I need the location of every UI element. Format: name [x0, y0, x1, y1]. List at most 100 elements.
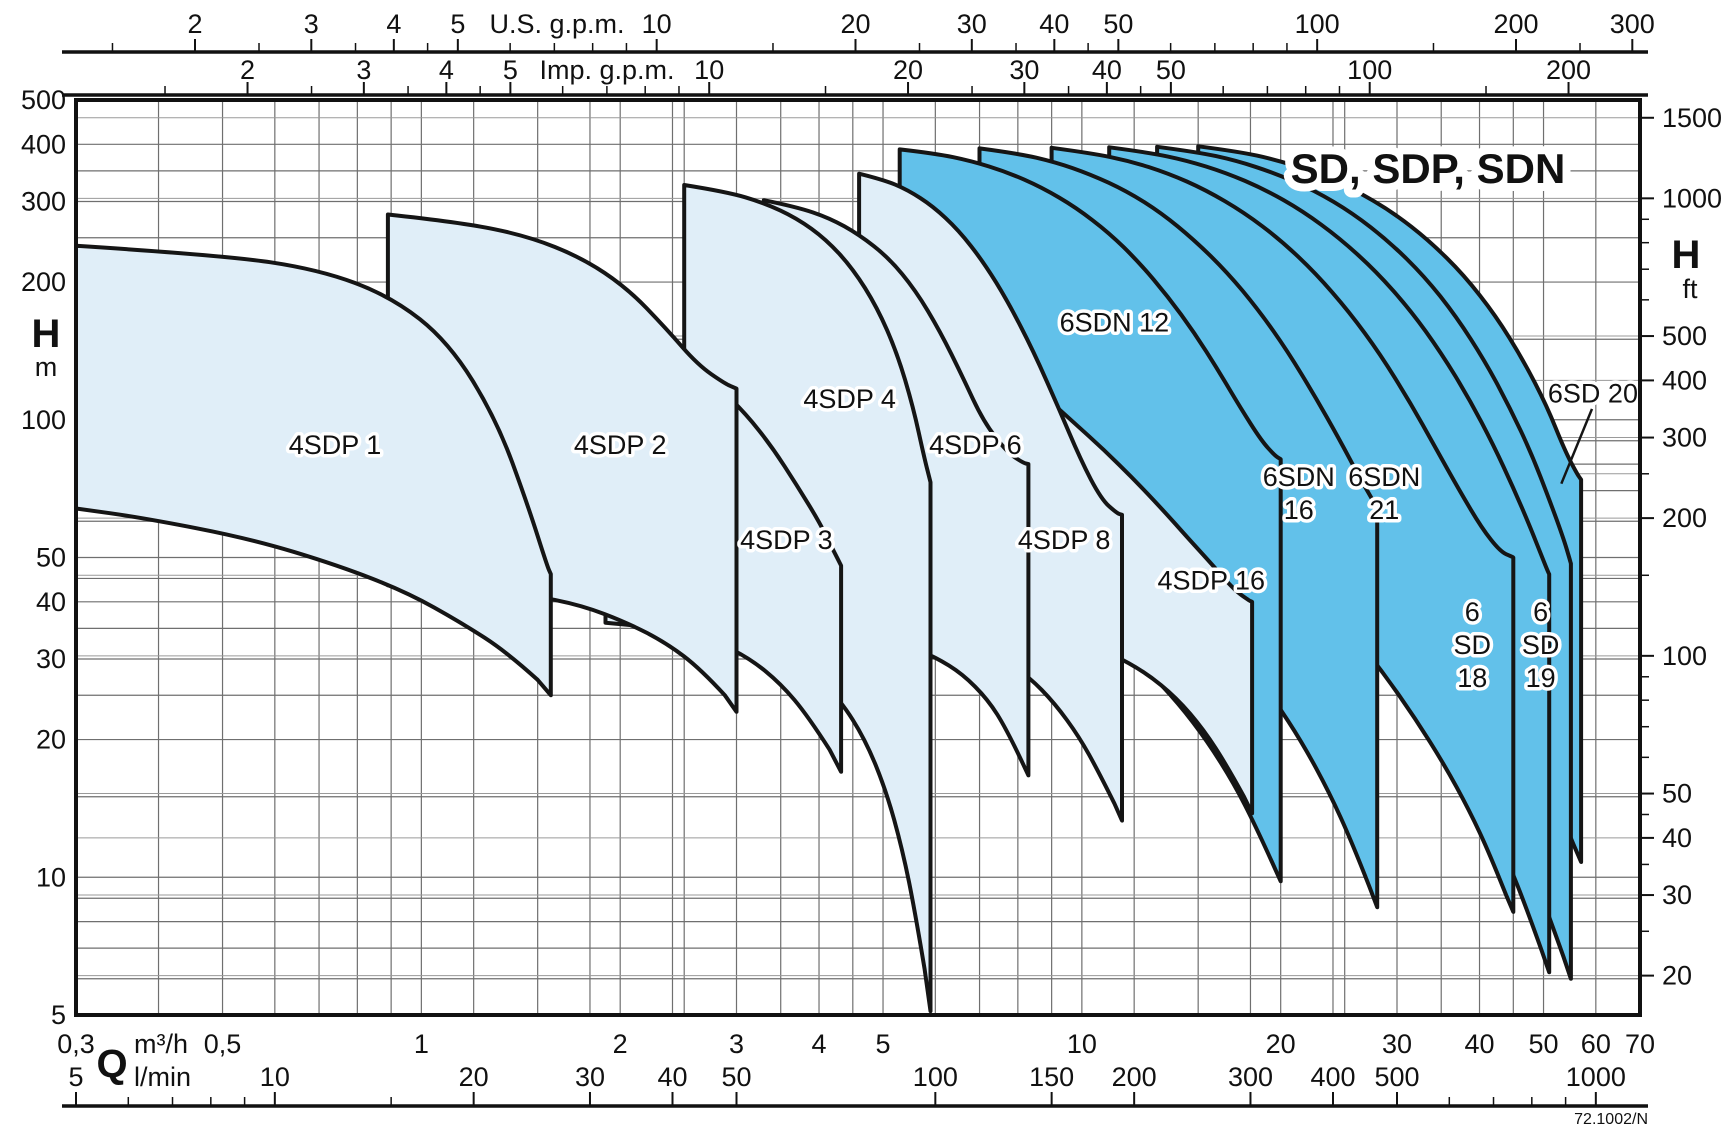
tick-label-q-lmin: 400 — [1310, 1062, 1355, 1092]
region-label-6sd-18: SD — [1454, 630, 1492, 660]
tick-label-q-lmin: 200 — [1112, 1062, 1157, 1092]
tick-label-h-ft: 500 — [1662, 321, 1707, 351]
tick-label-q-lmin: 10 — [260, 1062, 290, 1092]
region-label-6sdn-16: 6SDN — [1263, 462, 1335, 492]
tick-label-h-ft: 400 — [1662, 365, 1707, 395]
tick-label-q-lmin: 150 — [1029, 1062, 1074, 1092]
tick-label-q-lmin: 300 — [1228, 1062, 1273, 1092]
tick-label-q-m3h: 30 — [1382, 1029, 1412, 1059]
tick-label-q-m3h: 5 — [876, 1029, 891, 1059]
tick-label-imp-gpm: 10 — [694, 55, 724, 85]
tick-label-h-m: 20 — [36, 725, 66, 755]
region-label-4sdp-6: 4SDP 6 — [929, 430, 1022, 460]
region-label-4sdp-3: 4SDP 3 — [740, 525, 833, 555]
tick-label-us-gpm: 2 — [187, 9, 202, 39]
tick-label-q-m3h: 0,5 — [204, 1029, 242, 1059]
y-axis-right-unit: ft — [1682, 274, 1698, 304]
tick-label-h-ft: 40 — [1662, 823, 1692, 853]
diagram-code: 72.1002/N — [1574, 1111, 1648, 1128]
region-label-6sd-18: 6 — [1465, 597, 1480, 627]
tick-label-us-gpm: 40 — [1039, 9, 1069, 39]
x-axis-m3h-unit: m³/h — [134, 1029, 188, 1059]
tick-label-us-gpm: 200 — [1493, 9, 1538, 39]
tick-label-h-m: 10 — [36, 862, 66, 892]
tick-label-h-m: 300 — [21, 186, 66, 216]
tick-label-imp-gpm: 40 — [1092, 55, 1122, 85]
tick-label-h-m: 200 — [21, 267, 66, 297]
tick-label-h-m: 400 — [21, 129, 66, 159]
tick-label-q-m3h: 50 — [1529, 1029, 1559, 1059]
tick-label-us-gpm: 100 — [1295, 9, 1340, 39]
tick-label-h-ft: 50 — [1662, 779, 1692, 809]
tick-label-h-m: 30 — [36, 644, 66, 674]
plot-border — [74, 98, 1642, 1017]
tick-label-q-lmin: 500 — [1374, 1062, 1419, 1092]
tick-label-us-gpm: 3 — [304, 9, 319, 39]
region-label-6sdn-16: 16 — [1284, 495, 1314, 525]
region-label-6sd-20: 6SD 20 — [1548, 379, 1638, 409]
tick-label-q-lmin: 50 — [721, 1062, 751, 1092]
x-axis-imp-gpm-label: Imp. g.p.m. — [539, 55, 674, 85]
tick-label-h-m: 500 — [21, 85, 66, 115]
tick-label-q-m3h: 60 — [1581, 1029, 1611, 1059]
region-label-4sdp-2: 4SDP 2 — [574, 430, 667, 460]
tick-label-imp-gpm: 3 — [356, 55, 371, 85]
region-label-4sdp-16: 4SDP 16 — [1157, 566, 1265, 596]
tick-label-q-m3h: 20 — [1266, 1029, 1296, 1059]
y-axis-right-symbol: H — [1672, 233, 1701, 277]
tick-label-h-m: 40 — [36, 587, 66, 617]
region-label-4sdp-4: 4SDP 4 — [803, 384, 896, 414]
tick-label-q-lmin: 30 — [575, 1062, 605, 1092]
region-4sdp-1 — [76, 243, 553, 698]
tick-label-q-lmin: 5 — [68, 1062, 83, 1092]
tick-label-h-ft: 300 — [1662, 423, 1707, 453]
tick-label-q-m3h: 4 — [812, 1029, 827, 1059]
tick-label-imp-gpm: 2 — [240, 55, 255, 85]
tick-label-us-gpm: 5 — [450, 9, 465, 39]
tick-label-h-m: 100 — [21, 405, 66, 435]
tick-label-h-ft: 1000 — [1662, 183, 1722, 213]
tick-label-imp-gpm: 100 — [1347, 55, 1392, 85]
tick-label-imp-gpm: 20 — [893, 55, 923, 85]
region-label-6sdn-12: 6SDN 12 — [1060, 308, 1170, 338]
region-label-6sd-19: 19 — [1526, 663, 1556, 693]
regions-layer — [76, 144, 1584, 1014]
x-axis-q-symbol: Q — [96, 1042, 127, 1086]
tick-label-us-gpm: 20 — [840, 9, 870, 39]
tick-label-q-m3h: 2 — [613, 1029, 628, 1059]
region-label-6sd-18: 18 — [1457, 663, 1487, 693]
region-label-6sdn-21: 21 — [1369, 495, 1399, 525]
tick-label-q-m3h: 3 — [729, 1029, 744, 1059]
tick-label-imp-gpm: 30 — [1009, 55, 1039, 85]
tick-label-q-lmin: 1000 — [1566, 1062, 1626, 1092]
region-label-4sdp-1: 4SDP 1 — [289, 430, 382, 460]
tick-label-us-gpm: 30 — [957, 9, 987, 39]
y-axis-left-symbol: H — [32, 312, 61, 356]
tick-label-h-m: 50 — [36, 543, 66, 573]
tick-label-h-ft: 1500 — [1662, 103, 1722, 133]
tick-label-q-m3h: 0,3 — [57, 1029, 95, 1059]
x-axis-lmin-unit: l/min — [134, 1062, 191, 1092]
tick-label-h-ft: 30 — [1662, 880, 1692, 910]
region-label-6sdn-21: 6SDN — [1348, 462, 1420, 492]
y-axis-left-unit: m — [35, 352, 58, 382]
tick-label-us-gpm: 50 — [1103, 9, 1133, 39]
tick-label-imp-gpm: 4 — [439, 55, 454, 85]
tick-label-imp-gpm: 200 — [1546, 55, 1591, 85]
tick-label-us-gpm: 10 — [642, 9, 672, 39]
x-axis-us-gpm-label: U.S. g.p.m. — [489, 9, 624, 39]
tick-label-q-lmin: 20 — [459, 1062, 489, 1092]
tick-label-h-ft: 200 — [1662, 503, 1707, 533]
tick-label-h-m: 5 — [51, 1000, 66, 1030]
tick-label-h-ft: 20 — [1662, 961, 1692, 991]
tick-label-q-m3h: 1 — [414, 1029, 429, 1059]
region-label-leader — [1560, 408, 1594, 485]
tick-label-q-m3h: 40 — [1464, 1029, 1494, 1059]
chart-title: SD, SDP, SDN — [1291, 145, 1566, 192]
region-label-4sdp-8: 4SDP 8 — [1018, 525, 1111, 555]
tick-label-q-lmin: 40 — [657, 1062, 687, 1092]
tick-label-q-m3h: 70 — [1625, 1029, 1655, 1059]
tick-label-imp-gpm: 50 — [1156, 55, 1186, 85]
